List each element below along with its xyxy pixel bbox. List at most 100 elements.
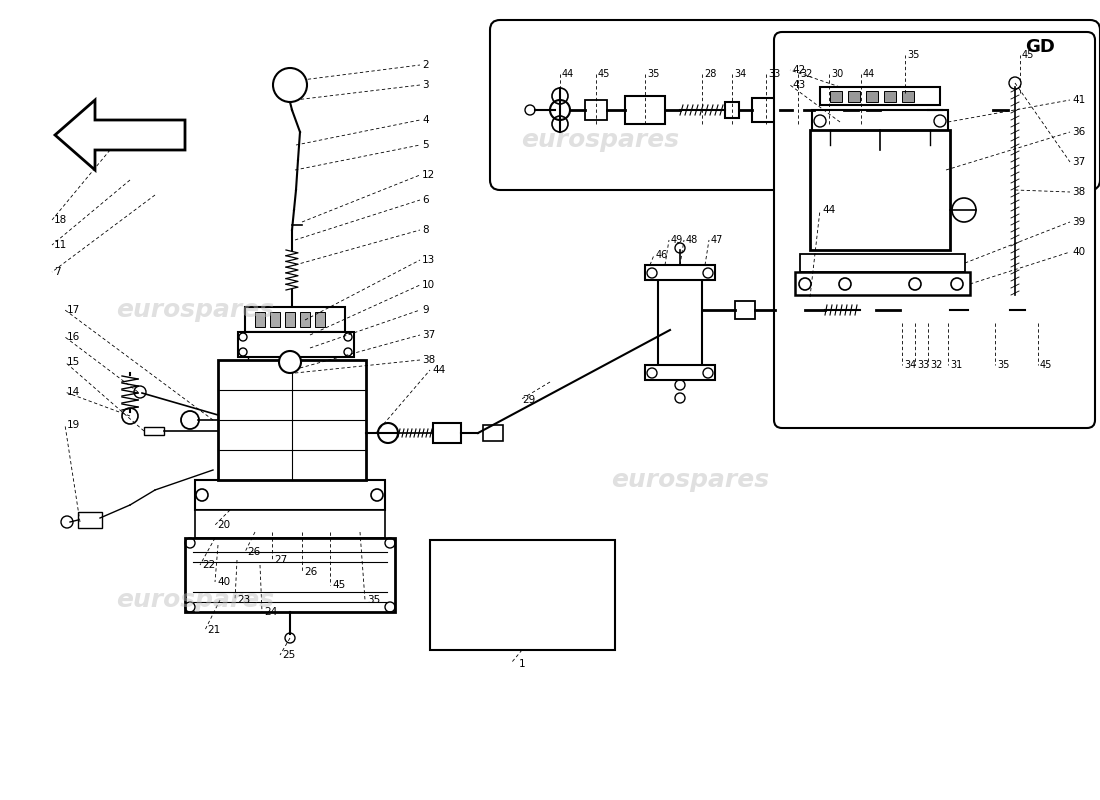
Text: 5: 5 <box>422 140 429 150</box>
Circle shape <box>525 105 535 115</box>
Bar <box>866 91 878 102</box>
Text: 26: 26 <box>304 567 317 577</box>
Bar <box>1008 101 1026 119</box>
Bar <box>752 98 780 122</box>
Text: 34: 34 <box>904 360 916 370</box>
Bar <box>884 91 896 102</box>
Text: 32: 32 <box>800 69 813 79</box>
Text: 15: 15 <box>67 357 80 367</box>
Text: 13: 13 <box>422 255 436 265</box>
Bar <box>860 301 876 319</box>
Polygon shape <box>55 100 185 170</box>
Text: 2: 2 <box>422 60 429 70</box>
Text: 35: 35 <box>647 69 659 79</box>
Text: 45: 45 <box>598 69 611 79</box>
Bar <box>315 312 324 327</box>
Text: 19: 19 <box>67 420 80 430</box>
Bar <box>900 293 950 327</box>
Bar <box>725 102 739 118</box>
Text: 41: 41 <box>1072 95 1086 105</box>
Text: 24: 24 <box>264 607 277 617</box>
Bar <box>848 91 860 102</box>
Bar <box>433 423 461 443</box>
Text: 44: 44 <box>822 205 835 215</box>
Text: 45: 45 <box>1022 50 1034 60</box>
Bar <box>814 98 844 122</box>
Bar <box>978 296 1010 324</box>
Text: 48: 48 <box>686 235 698 245</box>
Bar <box>238 332 354 357</box>
Text: 21: 21 <box>207 625 220 635</box>
Text: GD: GD <box>1025 38 1055 56</box>
Bar <box>645 365 715 380</box>
FancyBboxPatch shape <box>774 32 1094 428</box>
Text: 35: 35 <box>367 595 381 605</box>
Text: eurospares: eurospares <box>610 468 769 492</box>
Text: 20: 20 <box>217 520 230 530</box>
Bar <box>195 480 385 510</box>
Bar <box>820 87 940 105</box>
Bar <box>792 102 804 118</box>
Text: 37: 37 <box>1072 157 1086 167</box>
Text: 35: 35 <box>997 360 1010 370</box>
Text: 3: 3 <box>422 80 429 90</box>
Text: 37: 37 <box>422 330 436 340</box>
Text: 7: 7 <box>54 267 60 277</box>
Text: 27: 27 <box>274 555 287 565</box>
Bar <box>78 512 102 528</box>
Text: 11: 11 <box>54 240 67 250</box>
Text: eurospares: eurospares <box>116 588 274 612</box>
Text: 12: 12 <box>422 170 436 180</box>
Bar <box>185 538 395 612</box>
Text: 17: 17 <box>67 305 80 315</box>
Text: 40: 40 <box>217 577 230 587</box>
Circle shape <box>279 351 301 373</box>
Bar <box>658 270 702 370</box>
Text: 46: 46 <box>656 250 669 260</box>
Text: 45: 45 <box>332 580 345 590</box>
Text: eurospares: eurospares <box>521 128 679 152</box>
Circle shape <box>1009 77 1021 89</box>
Bar <box>245 307 345 332</box>
Bar <box>800 254 965 272</box>
Text: 36: 36 <box>1072 127 1086 137</box>
Bar <box>776 297 805 323</box>
Text: 18: 18 <box>54 215 67 225</box>
Bar <box>300 312 310 327</box>
Text: 44: 44 <box>432 365 446 375</box>
Bar <box>830 91 842 102</box>
Text: 42: 42 <box>792 65 805 75</box>
Text: 9: 9 <box>422 305 429 315</box>
Bar <box>585 100 607 120</box>
Text: 4: 4 <box>422 115 429 125</box>
Bar <box>285 312 295 327</box>
Circle shape <box>273 68 307 102</box>
Text: 26: 26 <box>248 547 261 557</box>
Text: 22: 22 <box>202 560 216 570</box>
Text: 8: 8 <box>422 225 429 235</box>
Bar <box>795 272 970 295</box>
Bar <box>880 93 928 127</box>
Text: 10: 10 <box>422 280 436 290</box>
Text: 38: 38 <box>422 355 436 365</box>
Text: 35: 35 <box>908 50 920 60</box>
Text: 33: 33 <box>917 360 930 370</box>
FancyBboxPatch shape <box>490 20 1100 190</box>
Text: 49: 49 <box>671 235 683 245</box>
Text: 30: 30 <box>830 69 844 79</box>
Bar <box>195 510 385 538</box>
Text: 6: 6 <box>422 195 429 205</box>
Text: 33: 33 <box>768 69 780 79</box>
Bar <box>1025 301 1043 319</box>
Text: 38: 38 <box>1072 187 1086 197</box>
Text: 40: 40 <box>1072 247 1085 257</box>
Text: 31: 31 <box>950 360 962 370</box>
Text: 32: 32 <box>930 360 943 370</box>
Text: 29: 29 <box>522 395 536 405</box>
Bar <box>645 265 715 280</box>
Bar <box>144 427 164 435</box>
Circle shape <box>122 408 138 424</box>
Bar <box>430 540 615 650</box>
Text: 47: 47 <box>711 235 724 245</box>
Text: 44: 44 <box>562 69 574 79</box>
